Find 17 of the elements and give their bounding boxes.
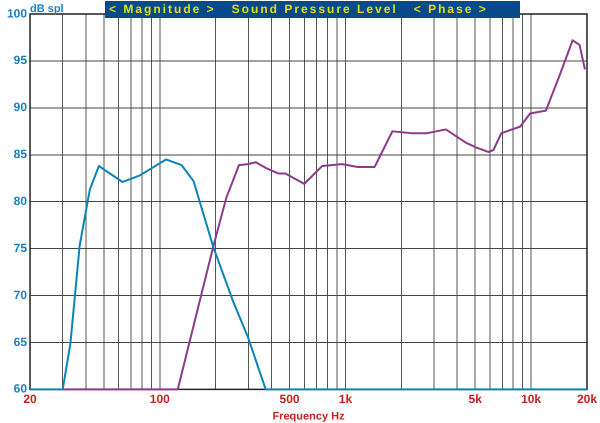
- y-tick-label: 65: [14, 334, 28, 349]
- y-tick-label: 70: [14, 288, 28, 302]
- x-tick-label: 20k: [576, 392, 598, 406]
- x-tick-label: 500: [280, 392, 300, 406]
- y-tick-label: 85: [14, 147, 28, 162]
- y-tick-label: 90: [14, 100, 28, 114]
- x-tick-label: 5k: [468, 392, 482, 406]
- y-tick-label: 75: [14, 240, 28, 255]
- y-tick-label: 80: [14, 194, 28, 208]
- y-tick-label: 100: [6, 6, 28, 20]
- x-tick-label: 100: [150, 392, 170, 406]
- x-axis-title: Frequency Hz: [272, 410, 346, 422]
- x-tick-label: 1k: [338, 392, 352, 406]
- y-axis-title: dB spl: [30, 3, 64, 15]
- y-tick-label: 95: [14, 53, 28, 68]
- chart-title: < Magnitude > Sound Pressure Level < Phase >: [105, 1, 520, 18]
- x-tick-label: 10k: [521, 392, 542, 406]
